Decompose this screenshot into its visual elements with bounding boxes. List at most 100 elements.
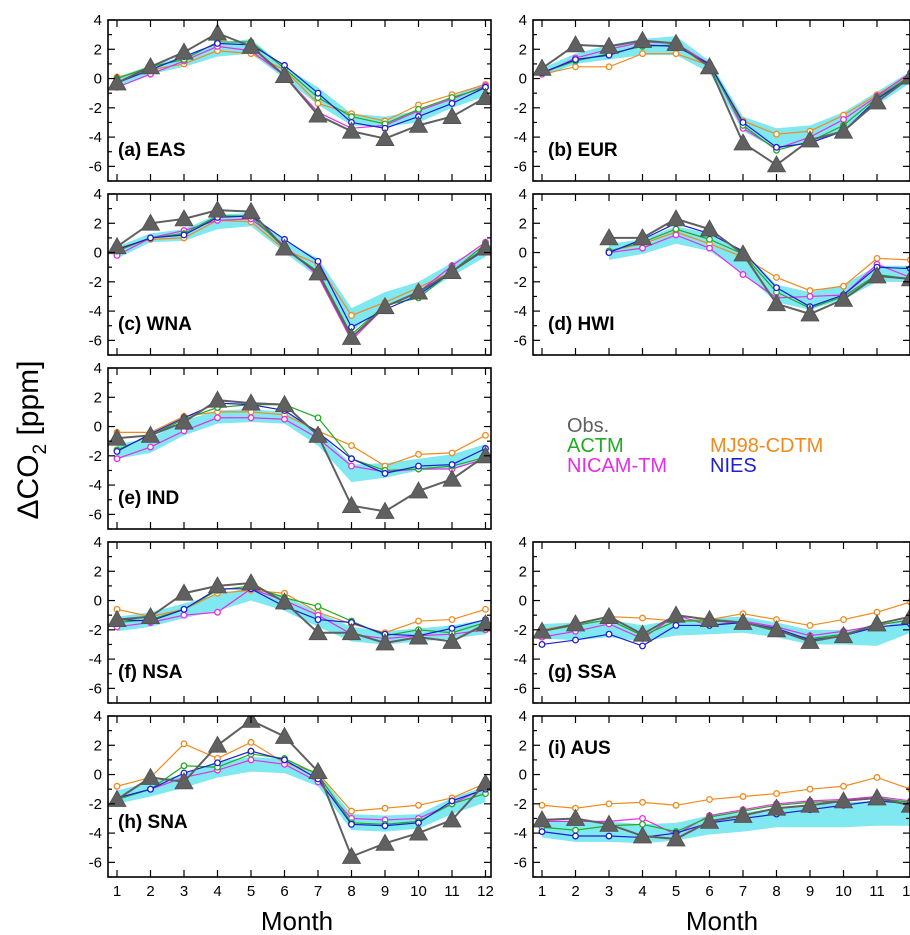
point-nies [214,39,221,47]
x-tick-label: 7 [314,883,322,900]
obs-point [475,238,491,256]
series-line-actm [608,228,910,309]
point-mj98-cdtm [448,449,456,457]
obs-point [140,213,161,231]
panel-a-eas: -6 -4 -2 0 2 4 (a) EAS [89,12,492,182]
series-line-nicam-tm [608,234,910,299]
point-nies [672,621,680,629]
obs-point [341,846,362,864]
point-nies [415,462,422,470]
point-mj98-cdtm [773,130,780,138]
panel-frame [532,193,910,356]
y-tick-label: 0 [94,71,102,88]
point-nies [572,832,579,840]
obs-point [442,261,462,279]
point-mj98-cdtm [572,63,579,71]
point-mj98-cdtm [840,782,847,790]
plot-area [533,774,910,847]
y-tick-label: 0 [519,593,527,610]
obs-point [308,622,328,641]
point-actm [415,105,422,113]
point-nicam-tm [639,815,646,822]
y-axis-label-sub: 2 [30,444,51,455]
obs-point [733,244,753,262]
point-nicam-tm [113,455,121,463]
point-mj98-cdtm [180,740,188,748]
x-axis-label-left: Month [261,906,333,935]
obs-point [867,614,887,632]
point-nies [448,797,456,805]
obs-point [308,761,328,780]
obs-point [599,228,619,246]
plot-area [533,598,910,650]
y-tick-label: -6 [89,854,102,871]
plot-area [108,200,491,345]
point-nies [214,759,221,767]
obs-point [375,633,395,651]
point-nies [348,820,355,828]
panel-frame [107,367,492,530]
y-tick-label: 2 [94,41,102,58]
obs-point [207,23,228,41]
panel-frame [107,541,492,704]
panel-label: (h) SNA [118,812,188,833]
panel-f-nsa: -6 -4 -2 0 2 4 (f) NSA [89,534,492,704]
x-tick-label: 5 [247,883,255,900]
point-mj98-cdtm [448,616,456,624]
panel-frame [107,19,492,182]
obs-point [207,200,228,218]
x-tick-label: 4 [213,883,221,900]
point-mj98-cdtm [348,442,355,450]
obs-point [274,394,295,412]
point-nicam-tm [147,443,154,451]
point-nies [147,234,154,242]
y-tick-label: -6 [514,680,527,697]
obs-point [241,201,261,219]
obs-point [565,35,586,53]
obs-point [408,115,429,133]
obs-point [375,296,395,315]
y-tick-label: 0 [94,245,102,262]
y-tick-label: 0 [94,593,102,610]
obs-point [140,606,161,625]
point-nicam-tm [247,756,255,764]
point-nicam-tm [672,231,680,239]
point-mj98-cdtm [840,616,847,624]
obs-point [341,121,362,139]
obs-point [565,614,586,632]
obs-point [666,829,686,847]
point-actm [448,94,456,102]
series-line-actm [541,44,910,151]
point-nicam-tm [639,244,646,252]
obs-point [241,36,261,54]
y-tick-label: 0 [519,767,527,784]
obs-point [408,627,429,645]
panels: -6 -4 -2 0 2 4 (a) EAS -6 -4 -2 0 2 4 (b) EUR -6 -4 -2 0 2… [89,12,910,900]
point-nies [572,56,579,63]
x-tick-label: 9 [381,883,389,900]
series-line-mj98-cdtm [116,50,486,122]
point-nies [180,231,188,239]
panel-frame [532,541,910,704]
series-line-obs [541,39,910,167]
point-mj98-cdtm [806,785,814,793]
series-line-nicam-tm [542,795,910,836]
point-nies [448,624,456,632]
obs-point [632,228,653,246]
point-mj98-cdtm [415,617,422,625]
series-line-nies [116,588,486,637]
series-line-mj98-cdtm [116,219,486,317]
obs-point [274,592,295,610]
y-tick-label: 4 [519,708,527,725]
obs-point [341,327,362,345]
point-mj98-cdtm [672,50,680,58]
legend-entry-nies: NIES [710,455,757,477]
obs-point [108,73,127,91]
obs-point [833,791,854,809]
obs-point [666,209,686,227]
obs-point [599,606,619,625]
legend-entry-actm: ACTM [567,435,624,457]
obs-point [867,92,887,110]
obs-point [442,469,462,487]
y-tick-label: -4 [514,825,527,842]
